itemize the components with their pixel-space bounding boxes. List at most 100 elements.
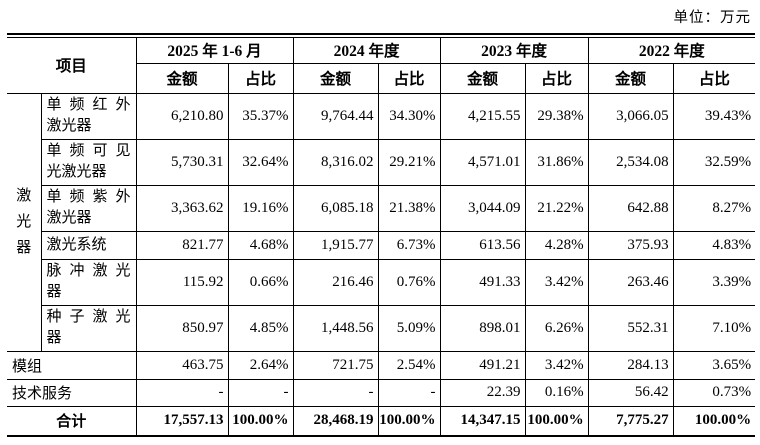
group-label-char: 器 [16,240,32,256]
total-row-label: 合计 [7,405,137,436]
table-row: 激光系统 821.77 4.68% 1,915.77 6.73% 613.56 4.28% 3… [7,230,756,260]
ratio-cell: 8.27% [672,184,756,232]
amount-cell: 284.13 [587,350,674,380]
ratio-cell: - [377,378,441,407]
period-header: 2025 年 1-6 月 [135,38,294,64]
header-row-measures: 金额 占比 金额 占比 金额 占比 金额 占比 [7,62,756,94]
ratio-cell: 100.00% [377,405,441,436]
row-label-line: 单频红外 [46,97,131,113]
period-header: 2024 年度 [292,38,441,64]
amount-cell: 263.46 [587,258,674,306]
amount-cell: 9,764.44 [292,92,379,140]
ratio-cell: 32.64% [227,138,294,186]
amount-cell: 850.97 [135,304,229,352]
row-label-line: 激光器 [46,118,92,134]
ratio-cell: 4.28% [524,230,589,260]
table-row: 种子激光器 850.97 4.85% 1,448.56 5.09% 898.01 6.26%… [7,304,756,352]
sub-header-ratio: 占比 [672,62,756,94]
row-label-line: 光激光器 [46,164,107,180]
ratio-cell: 2.64% [227,350,294,380]
ratio-cell: 3.39% [672,258,756,306]
ratio-cell: 5.09% [377,304,441,352]
total-row: 合计 17,557.13 100.00% 28,468.19 100.00% 14,347… [7,405,756,436]
row-label-line: 激光器 [46,210,92,226]
amount-cell: 28,468.19 [292,405,379,436]
sub-header-amount: 金额 [439,62,526,94]
amount-cell: 613.56 [439,230,526,260]
sub-header-ratio: 占比 [227,62,294,94]
ratio-cell: 29.38% [524,92,589,140]
table-row: 单频紫外 激光器 3,363.62 19.16% 6,085.18 21.38% 3,044… [7,184,756,232]
row-label: 单频可见 光激光器 [40,138,137,186]
ratio-cell: 21.22% [524,184,589,232]
ratio-cell: 35.37% [227,92,294,140]
row-label-line: 器 [46,284,62,300]
amount-cell: 642.88 [587,184,674,232]
amount-cell: 1,448.56 [292,304,379,352]
group-label-laser: 激光器 [7,92,42,352]
row-label: 单频红外 激光器 [40,92,137,140]
ratio-cell: - [227,378,294,407]
row-label: 激光系统 [40,230,137,260]
amount-cell: 491.21 [439,350,526,380]
row-label-line: 单频紫外 [46,189,131,205]
row-label: 脉冲激光器 [40,258,137,306]
table-row: 激光器单频红外 激光器 6,210.80 35.37% 9,764.44 34.30% 4,… [7,92,756,352]
table-top-double-rule [7,33,755,38]
sub-header-amount: 金额 [135,62,229,94]
ratio-cell: 0.66% [227,258,294,306]
group-label-char: 光 [16,214,32,230]
amount-cell: - [135,378,229,407]
unit-label: 单位：万元 [673,10,751,26]
amount-cell: 491.33 [439,258,526,306]
table-row: 单频可见 光激光器 5,730.31 32.64% 8,316.02 29.21% 4,57… [7,138,756,186]
amount-cell: 5,730.31 [135,138,229,186]
ratio-cell: 4.68% [227,230,294,260]
amount-cell: 2,534.08 [587,138,674,186]
period-header: 2022 年度 [587,38,756,64]
row-label: 单频紫外 激光器 [40,184,137,232]
amount-cell: 115.92 [135,258,229,306]
row-label: 种子激光器 [40,304,137,352]
table-row: 技术服务 - - - -22.39 0.16% 56.42 0.73% [7,378,756,407]
amount-cell: 3,363.62 [135,184,229,232]
amount-cell: 4,215.55 [439,92,526,140]
amount-cell: 3,066.05 [587,92,674,140]
ratio-cell: 29.21% [377,138,441,186]
amount-cell: 552.31 [587,304,674,352]
row-label-line: 器 [46,330,62,346]
group-label-char: 激 [16,188,32,204]
row-label-line: 激光系统 [46,236,107,253]
ratio-cell: 0.73% [672,378,756,407]
ratio-cell: 4.85% [227,304,294,352]
ratio-cell: 0.16% [524,378,589,407]
row-label: 模组 [7,350,137,380]
amount-cell: 8,316.02 [292,138,379,186]
amount-cell: - [292,378,379,407]
amount-cell: 721.75 [292,350,379,380]
ratio-cell: 7.10% [672,304,756,352]
amount-cell: 821.77 [135,230,229,260]
amount-cell: 463.75 [135,350,229,380]
amount-cell: 7,775.27 [587,405,674,436]
ratio-cell: 19.16% [227,184,294,232]
period-header: 2023 年度 [439,38,589,64]
amount-cell: 14,347.15 [439,405,526,436]
sub-header-amount: 金额 [292,62,379,94]
ratio-cell: 100.00% [672,405,756,436]
row-label: 技术服务 [7,378,137,407]
revenue-table-wrapper: 项目 2025 年 1-6 月 2024 年度 2023 年度 2022 年度 金额 占比金… [7,33,756,437]
ratio-cell: 3.42% [524,258,589,306]
header-row-periods: 项目 2025 年 1-6 月 2024 年度 2023 年度 2022 年度 [7,38,756,94]
ratio-cell: 100.00% [227,405,294,436]
table-row: 脉冲激光器 115.92 0.66% 216.46 0.76% 491.33 3.42% 26… [7,258,756,306]
ratio-cell: 100.00% [524,405,589,436]
amount-cell: 6,085.18 [292,184,379,232]
ratio-cell: 34.30% [377,92,441,140]
table-row: 模组 463.75 2.64% 721.75 2.54% 491.21 3.42% 284.1… [7,350,756,380]
row-label-line: 种子激光 [46,309,131,325]
amount-cell: 56.42 [587,378,674,407]
sub-header-ratio: 占比 [377,62,441,94]
revenue-table: 项目 2025 年 1-6 月 2024 年度 2023 年度 2022 年度 金额 占比金… [7,38,756,437]
amount-cell: 6,210.80 [135,92,229,140]
